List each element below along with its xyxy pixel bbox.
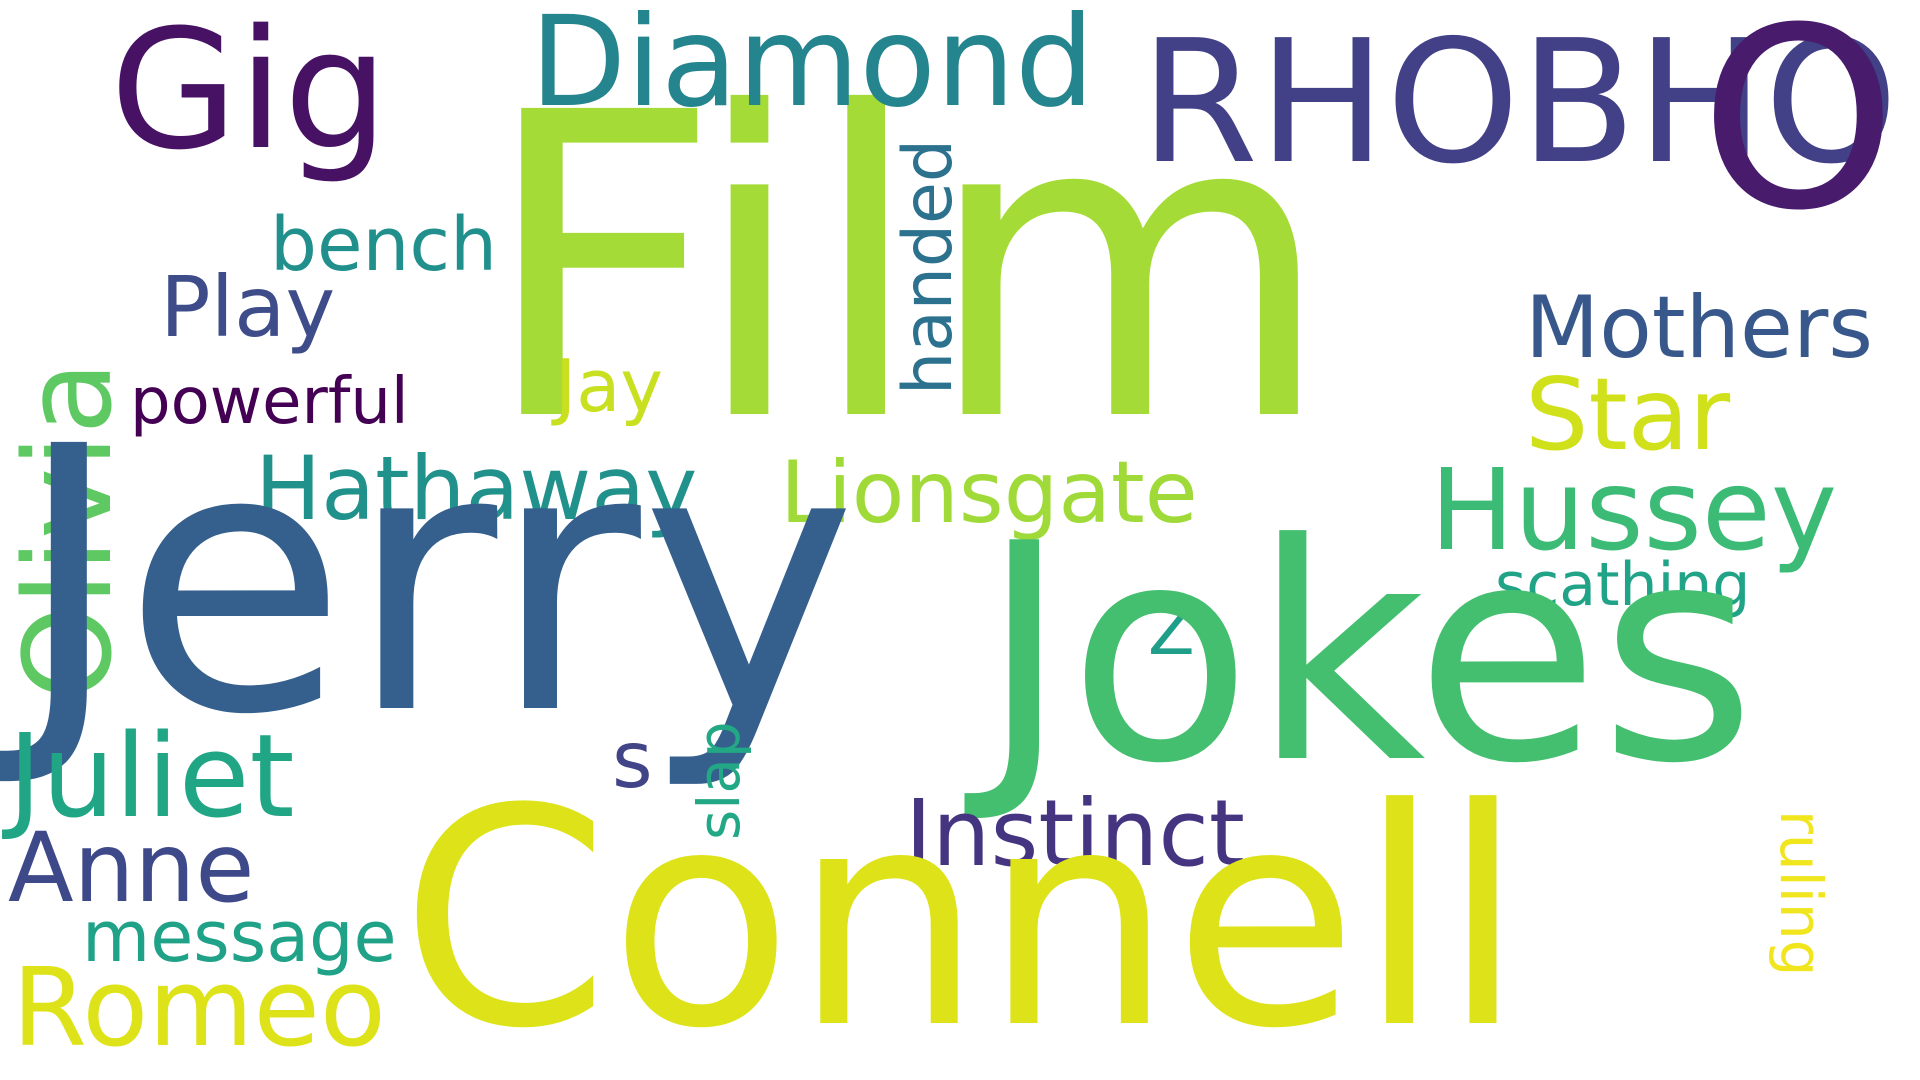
word-jerry: Jerry [15, 370, 857, 795]
word-lionsgate: Lionsgate [780, 443, 1198, 543]
word-s: s [612, 716, 653, 806]
word-film: Film [480, 25, 1334, 514]
word-scathing: scathing [1495, 550, 1751, 620]
word-handed: handed [889, 138, 968, 395]
word-play: Play [160, 258, 336, 356]
word-jokes: Jokes [980, 480, 1756, 829]
word-juliet: Juliet [8, 710, 295, 844]
word-bench: bench [270, 202, 497, 288]
word-star: Star [1525, 356, 1731, 473]
word-diamond: Diamond [530, 0, 1095, 135]
word-connell: Connell [400, 745, 1525, 1080]
word-jay: Jay [555, 344, 663, 428]
word-mothers: Mothers [1525, 278, 1874, 378]
word-instinct: Instinct [905, 780, 1245, 887]
word-message: message [82, 896, 397, 978]
word-hussey: Hussey [1430, 446, 1838, 576]
word-z: Z [1148, 592, 1195, 671]
word-powerful: powerful [130, 365, 409, 439]
word-anne: Anne [8, 812, 255, 924]
word-gig: Gig [110, 0, 389, 186]
word-hathaway: Hathaway [255, 437, 698, 540]
word-ruling: ruling [1767, 810, 1835, 977]
word-rhobho: RHOBHO [1140, 4, 1899, 202]
word-romeo: Romeo [12, 946, 386, 1071]
word-o: O [1700, 0, 1897, 265]
